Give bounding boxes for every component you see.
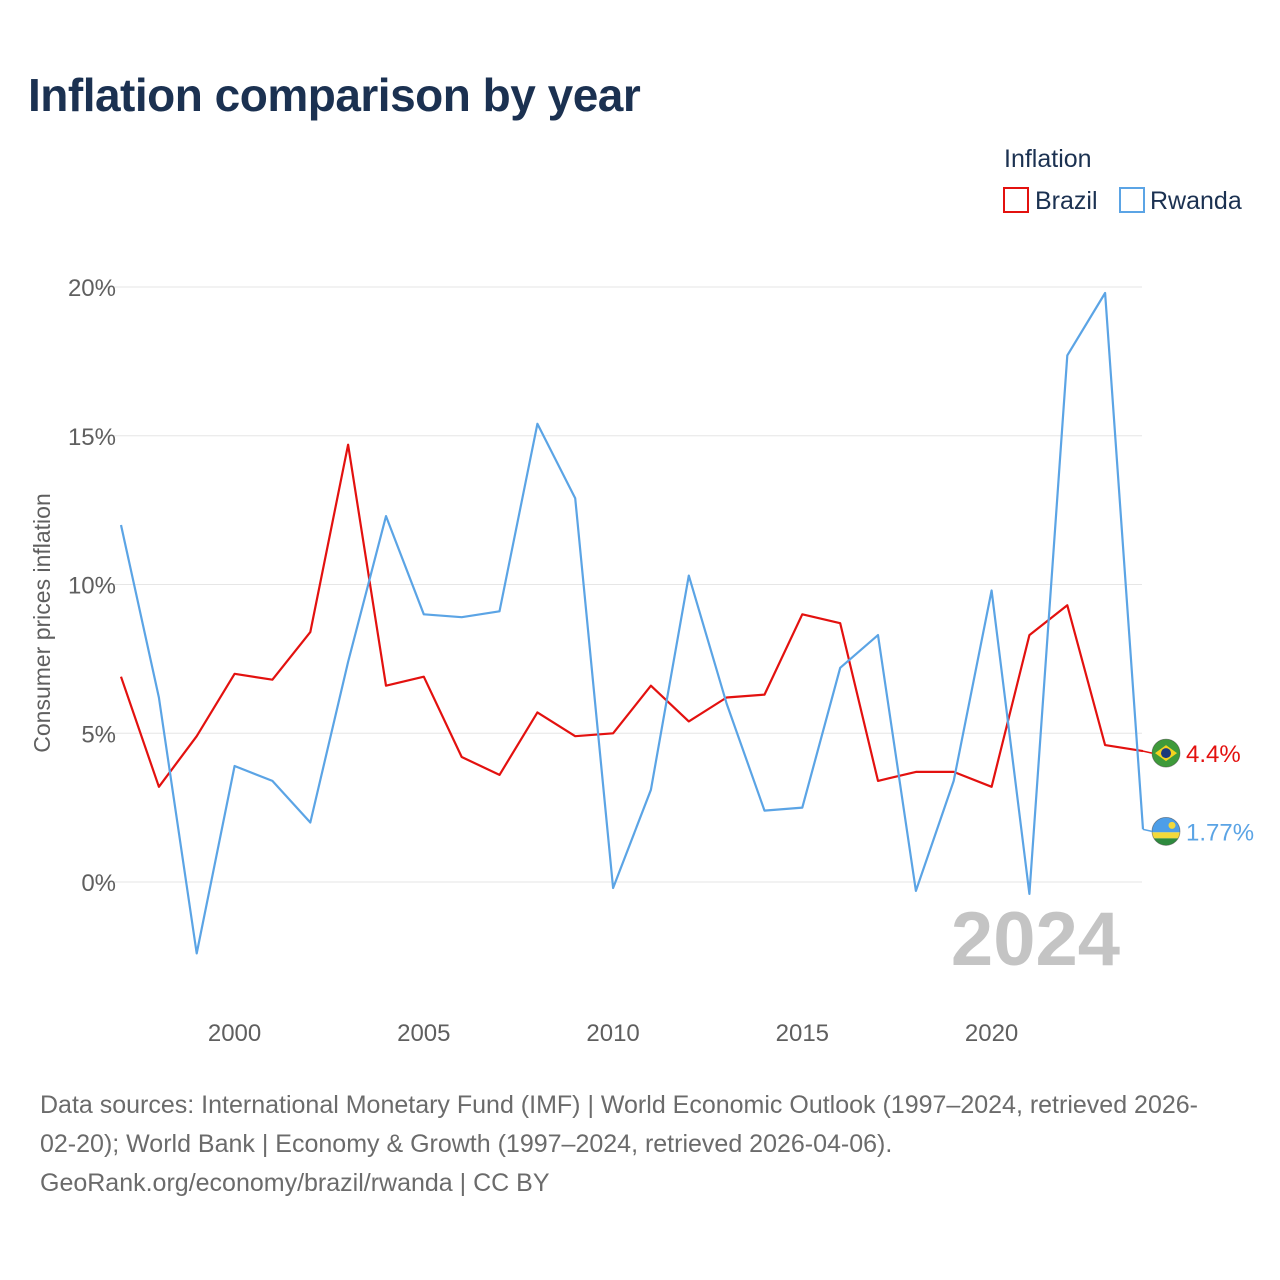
x-axis-ticks: 2000 2005 2010 2015 2020 [208,1020,1018,1047]
x-tick-label: 2020 [965,1020,1018,1047]
legend-item-brazil[interactable]: Brazil [1003,187,1098,215]
x-tick-label: 2010 [586,1020,639,1047]
rwanda-flag-icon [1151,816,1181,846]
data-sources-footer: Data sources: International Monetary Fun… [40,1086,1250,1203]
y-tick-label: 20% [68,275,116,302]
series-line-brazil[interactable] [119,443,1144,788]
series-line-rwanda[interactable] [119,291,1145,955]
chart-title: Inflation comparison by year [28,69,641,121]
x-tick-label: 2005 [397,1020,450,1047]
legend-item-rwanda[interactable]: Rwanda [1119,187,1242,215]
y-axis-label: Consumer prices inflation [29,493,55,753]
end-label-brazil: 4.4% [1186,741,1241,768]
legend-title: Inflation [1004,145,1092,173]
legend-swatch-brazil [1003,187,1029,213]
y-tick-label: 15% [68,424,116,451]
series-lines [119,291,1145,955]
footer-line-2: 02-20); World Bank | Economy & Growth (1… [40,1130,893,1158]
grid-lines [100,286,1142,883]
year-watermark: 2024 [951,897,1120,982]
y-tick-label: 10% [68,573,116,600]
end-label-rwanda: 1.77% [1186,819,1254,846]
y-tick-label: 0% [81,870,116,897]
footer-line-3[interactable]: GeoRank.org/economy/brazil/rwanda | CC B… [40,1169,550,1197]
legend-swatch-rwanda [1119,187,1145,213]
y-tick-label: 5% [81,721,116,748]
series-end-markers: 4.4% 1.77% [1142,738,1254,846]
x-tick-label: 2015 [776,1020,829,1047]
legend-label-brazil: Brazil [1035,187,1098,215]
y-axis-ticks: 0% 5% 10% 15% 20% [68,275,116,897]
brazil-flag-icon [1151,738,1181,768]
x-tick-label: 2000 [208,1020,261,1047]
legend-label-rwanda: Rwanda [1150,187,1242,215]
footer-line-1: Data sources: International Monetary Fun… [40,1091,1198,1119]
